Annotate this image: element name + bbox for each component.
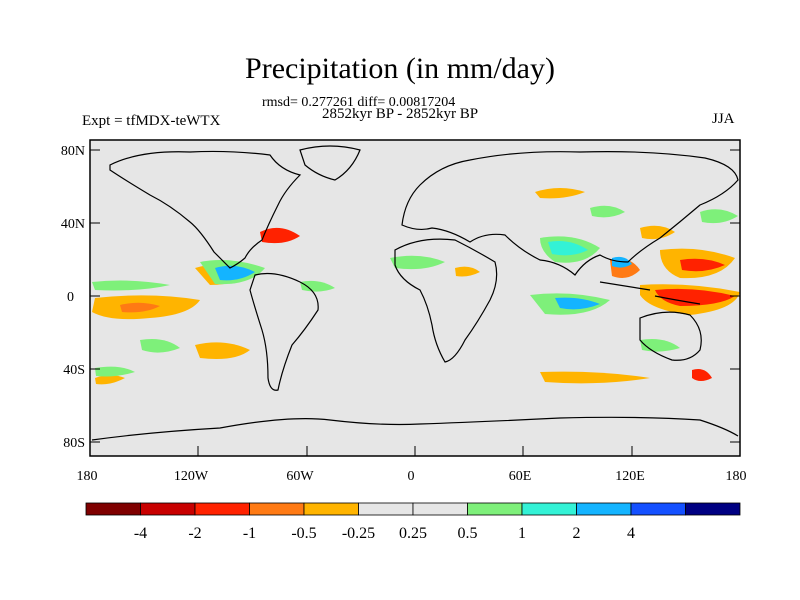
colorbar-swatch (685, 502, 741, 516)
colorbar-swatch (358, 502, 414, 516)
colorbar-label: -0.5 (291, 525, 316, 542)
colorbar-swatch (140, 502, 196, 516)
coastline-south-america (249, 272, 319, 391)
experiment-label: Expt = tfMDX-teWTX (82, 113, 221, 129)
colorbar-label: 0.5 (458, 525, 478, 542)
colorbar-labels: -4 -2 -1 -0.5 -0.25 0.25 0.5 1 2 4 (134, 525, 635, 542)
contour-cyan (548, 241, 588, 256)
lon-tick-label: 120E (615, 469, 645, 484)
colorbar-label: 1 (518, 525, 526, 542)
colorbar-label: 4 (627, 525, 635, 542)
contour-green (92, 280, 170, 291)
lon-axis: 180 120W 60W 0 60E 120E 180 (77, 446, 747, 484)
coastline-greenland (299, 145, 361, 181)
coastline-eurasia (401, 151, 739, 276)
lon-tick-label: 180 (726, 469, 747, 484)
contour-red (680, 258, 725, 272)
lat-tick-label: 80N (61, 144, 85, 159)
coastline-indonesia (599, 281, 701, 305)
colorbar-swatch (194, 502, 250, 516)
contour-green (590, 205, 625, 218)
colorbar-swatch (412, 502, 468, 516)
contour-orange (640, 225, 675, 240)
colorbar-label: -2 (188, 525, 201, 542)
lat-axis: 80N 40N 0 40S 80S (61, 144, 740, 451)
lon-tick-label: 0 (408, 469, 415, 484)
contour-red (120, 302, 160, 313)
contour-blue (215, 265, 255, 281)
colorbar-swatch (576, 502, 632, 516)
lon-tick-label: 180 (77, 469, 98, 484)
lat-tick-label: 40S (63, 363, 85, 378)
contour-green (300, 280, 335, 292)
colorbar-swatch (249, 502, 305, 516)
coastline-australia (639, 311, 702, 361)
contour-green (390, 255, 445, 270)
contour-orange (195, 342, 250, 359)
coastline-antarctica (91, 416, 739, 441)
lat-tick-label: 0 (67, 290, 74, 305)
map-background (90, 140, 740, 456)
contour-orange (455, 266, 480, 277)
colorbar-label: 2 (573, 525, 581, 542)
lon-tick-label: 120W (174, 469, 209, 484)
contour-blue (555, 297, 600, 310)
coastline-north-america (109, 150, 302, 269)
lat-tick-label: 80S (63, 436, 85, 451)
contour-orange (535, 188, 585, 199)
time-period: 2852kyr BP - 2852kyr BP (322, 106, 479, 122)
contour-green (95, 366, 135, 377)
contour-green (700, 209, 738, 224)
contour-red (655, 288, 735, 306)
colorbar-label: -4 (134, 525, 147, 542)
colorbar-label: -0.25 (342, 525, 375, 542)
anomaly-contours (92, 188, 740, 385)
season-label: JJA (712, 111, 735, 127)
coastlines (91, 145, 739, 441)
colorbar-swatch (467, 502, 523, 516)
colorbar-label: 0.25 (399, 525, 427, 542)
colorbar-swatch (303, 502, 359, 516)
colorbar-swatch (521, 502, 577, 516)
colorbar-swatch (85, 502, 141, 516)
lon-tick-label: 60E (509, 469, 532, 484)
contour-red (260, 227, 300, 244)
contour-orange (540, 371, 650, 384)
contour-red (692, 369, 712, 381)
lat-tick-label: 40N (61, 217, 85, 232)
coastline-africa (394, 238, 498, 363)
contour-green (140, 339, 180, 353)
contour-orange (95, 375, 125, 385)
colorbar-label: -1 (243, 525, 256, 542)
colorbar (85, 502, 741, 516)
rmsd-diff-stats: rmsd= 0.277261 diff= 0.00817204 (262, 95, 456, 110)
plot-title: Precipitation (in mm/day) (245, 52, 555, 85)
lon-tick-label: 60W (286, 469, 314, 484)
colorbar-swatch (630, 502, 686, 516)
